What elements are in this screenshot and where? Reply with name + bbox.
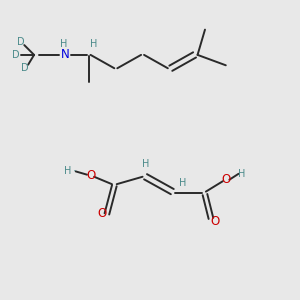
Text: N: N — [61, 48, 70, 62]
Text: O: O — [86, 169, 95, 182]
Text: H: H — [238, 169, 246, 179]
Text: D: D — [12, 50, 20, 60]
Text: ·: · — [72, 165, 76, 178]
Text: H: H — [179, 178, 186, 188]
Text: H: H — [142, 159, 149, 169]
Text: H: H — [64, 166, 71, 176]
Text: O: O — [221, 173, 230, 186]
Text: D: D — [21, 63, 29, 73]
Text: O: O — [211, 215, 220, 228]
Text: D: D — [17, 37, 25, 46]
Text: H: H — [90, 39, 97, 49]
Text: O: O — [98, 207, 107, 220]
Text: H: H — [60, 39, 68, 49]
